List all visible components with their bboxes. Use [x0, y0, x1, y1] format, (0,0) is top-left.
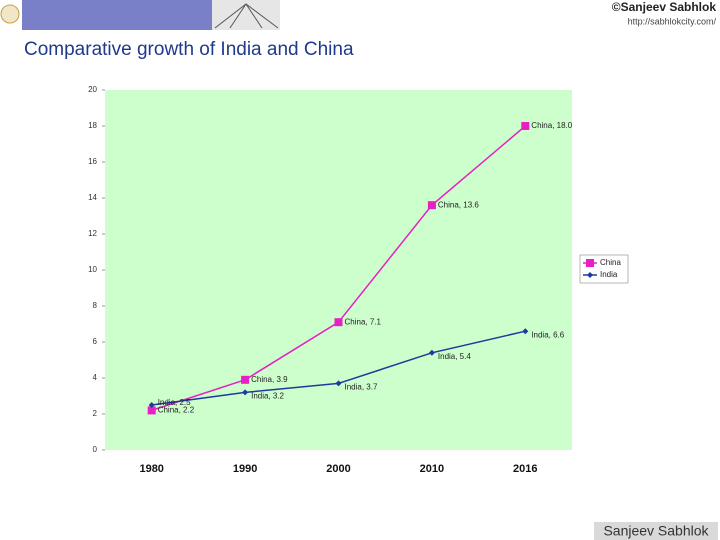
chart-title: Comparative growth of India and China [24, 39, 354, 60]
x-tick-label: 1990 [233, 463, 257, 475]
banner-image [22, 0, 212, 30]
marker [335, 380, 342, 387]
marker [427, 201, 436, 210]
marker [522, 328, 529, 335]
y-tick-label: 2 [93, 409, 98, 418]
y-tick-label: 16 [88, 157, 97, 166]
y-tick-label: 0 [93, 445, 98, 454]
banner-drawing [214, 3, 279, 29]
data-label: India, 2.5 [158, 398, 191, 407]
data-label: China, 13.6 [438, 200, 479, 209]
data-label: India, 6.6 [531, 330, 564, 339]
x-tick-label: 2000 [326, 463, 350, 475]
banner-image [212, 0, 280, 30]
marker [147, 406, 156, 415]
url: http://sabhlokcity.com/ [628, 16, 717, 26]
marker [241, 375, 250, 384]
footer-brand: Sanjeev Sabhlok [603, 523, 709, 539]
data-label: India, 3.7 [345, 383, 378, 392]
y-tick-label: 18 [88, 121, 97, 130]
y-tick-label: 8 [93, 301, 98, 310]
y-tick-label: 6 [93, 337, 98, 346]
logo [0, 4, 20, 24]
header-banner [0, 0, 280, 30]
x-tick-label: 2010 [420, 463, 444, 475]
y-tick-label: 4 [93, 373, 98, 382]
x-tick-label: 2016 [513, 463, 537, 475]
data-label: India, 5.4 [438, 352, 471, 361]
legend-label: India [600, 270, 618, 279]
data-label: India, 3.2 [251, 392, 284, 401]
data-label: China, 7.1 [345, 317, 382, 326]
plot-area [105, 90, 572, 450]
marker [148, 402, 155, 408]
y-tick-label: 10 [88, 265, 97, 274]
y-tick-label: 14 [88, 193, 97, 202]
data-label: China, 2.2 [158, 406, 195, 415]
copyright: ©Sanjeev Sabhlok [612, 0, 717, 14]
marker [586, 259, 594, 267]
legend-label: China [600, 258, 621, 267]
marker [428, 349, 435, 356]
x-tick-label: 1980 [139, 463, 163, 475]
y-tick-label: 12 [88, 229, 97, 238]
data-label: China, 18.0 [531, 121, 572, 130]
marker [242, 389, 249, 396]
marker [521, 122, 530, 130]
marker [587, 272, 593, 278]
footer-box [594, 522, 718, 540]
data-label: China, 3.9 [251, 375, 288, 384]
y-tick-label: 20 [88, 85, 97, 94]
marker [334, 318, 343, 327]
